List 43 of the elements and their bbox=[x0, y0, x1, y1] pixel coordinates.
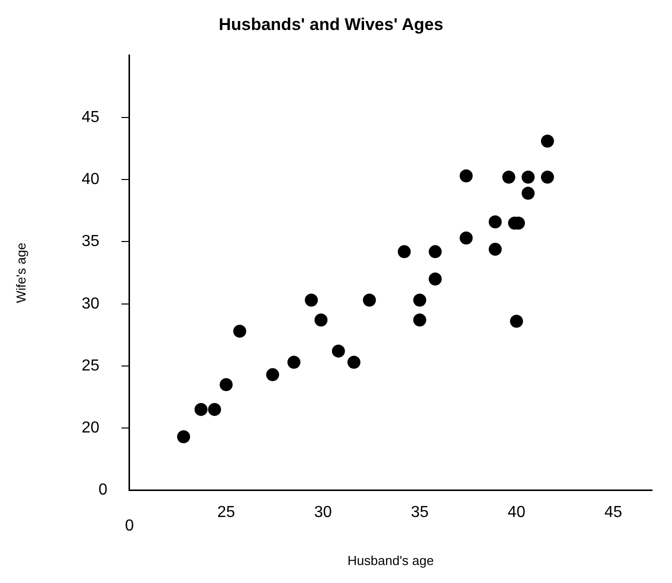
point bbox=[502, 170, 516, 184]
point bbox=[413, 314, 426, 327]
point bbox=[428, 245, 442, 258]
point bbox=[460, 232, 473, 245]
point bbox=[413, 294, 426, 307]
point bbox=[540, 134, 554, 148]
point bbox=[233, 324, 246, 338]
x-tick-label: 40 bbox=[508, 504, 526, 522]
y-tick-label: 35 bbox=[82, 233, 100, 250]
point bbox=[522, 170, 535, 184]
point bbox=[488, 215, 502, 228]
point bbox=[266, 368, 280, 382]
point bbox=[332, 344, 345, 358]
x-tick-label: 35 bbox=[410, 504, 429, 522]
chart-title: Husbands' and Wives' Ages bbox=[218, 14, 444, 34]
text: 0 bbox=[98, 482, 108, 499]
point bbox=[177, 430, 190, 444]
text: 0 bbox=[124, 518, 134, 535]
x-tick-label: 45 bbox=[604, 504, 622, 522]
point bbox=[428, 272, 442, 286]
x-axis-title: Husband's age bbox=[348, 552, 434, 568]
point bbox=[460, 169, 473, 182]
y-tick-label: 25 bbox=[82, 357, 100, 374]
point bbox=[287, 356, 300, 369]
y-tick-label: 45 bbox=[82, 108, 100, 126]
point bbox=[398, 245, 411, 258]
point bbox=[314, 314, 328, 327]
y-tick-label: 20 bbox=[82, 419, 100, 436]
point bbox=[362, 294, 376, 307]
x-tick-label: 30 bbox=[314, 504, 332, 522]
point bbox=[540, 170, 554, 184]
point bbox=[220, 378, 233, 392]
y-tick-label: 40 bbox=[82, 171, 100, 188]
point bbox=[194, 402, 208, 416]
point bbox=[208, 402, 222, 416]
point bbox=[304, 294, 318, 307]
point bbox=[510, 314, 524, 328]
y-axis-title: Wife's age bbox=[13, 242, 28, 303]
point bbox=[488, 242, 502, 256]
y-tick-label: 30 bbox=[82, 295, 100, 312]
x-tick-label: 25 bbox=[217, 504, 236, 522]
point bbox=[347, 356, 360, 369]
point bbox=[522, 186, 535, 200]
